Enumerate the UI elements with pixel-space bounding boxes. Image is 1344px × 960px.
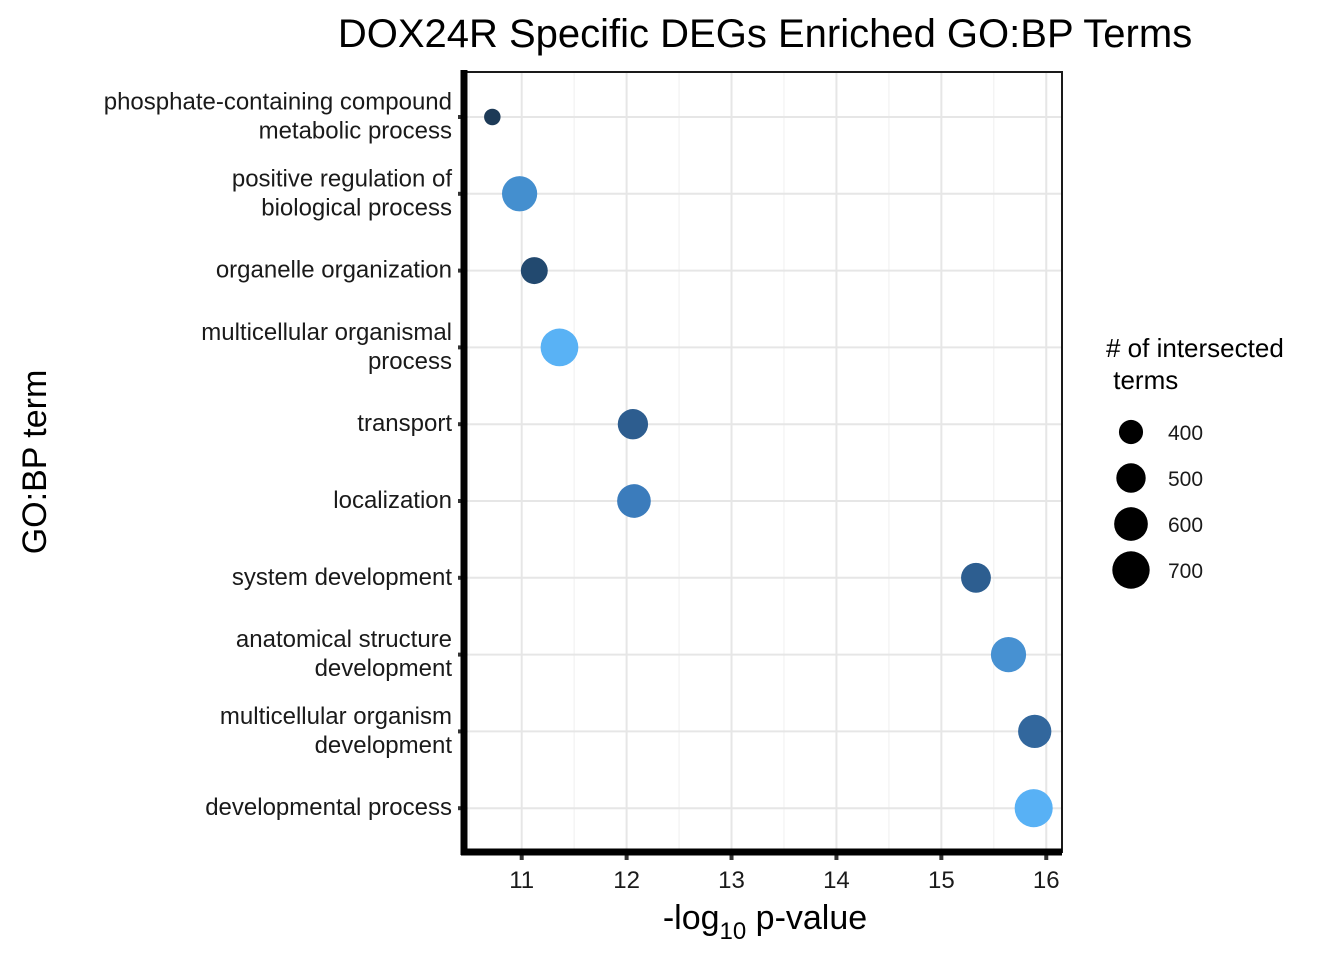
legend-entries: 400 500 600 700: [1112, 419, 1203, 589]
y-tick-label: transport: [357, 410, 452, 437]
x-axis-ticks: 11 12 13 14 15 16: [509, 852, 1060, 894]
x-axis-title-main: -log: [663, 899, 720, 937]
y-tick-label: process: [368, 348, 452, 375]
legend-label: 500: [1168, 468, 1203, 491]
data-point: [990, 636, 1027, 673]
x-tick-label: 15: [928, 867, 955, 894]
data-point: [617, 484, 651, 518]
y-tick-label: development: [315, 655, 453, 682]
y-tick-label: positive regulation of: [232, 165, 452, 192]
y-tick-label: system development: [232, 564, 452, 591]
legend-label: 400: [1168, 422, 1203, 445]
y-tick-label: multicellular organism: [220, 703, 452, 730]
legend-key: [1112, 551, 1150, 589]
chart-title: DOX24R Specific DEGs Enriched GO:BP Term…: [338, 12, 1192, 56]
y-tick-label: multicellular organismal: [201, 319, 452, 346]
x-axis-title-rest: p-value: [746, 899, 867, 937]
y-tick-label: phosphate-containing compound: [104, 89, 452, 116]
y-tick-label: developmental process: [205, 794, 452, 821]
legend-key: [1118, 419, 1144, 445]
legend-title-line-1: # of intersected: [1106, 333, 1284, 363]
legend-label: 600: [1168, 514, 1203, 537]
y-tick-label: organelle organization: [216, 257, 452, 284]
legend-key: [1114, 507, 1148, 541]
grid: [464, 72, 1062, 852]
legend-key: [1116, 463, 1146, 493]
x-tick-label: 12: [613, 867, 640, 894]
legend: # of intersected terms 400 500 600 700: [1106, 333, 1284, 589]
y-tick-label: development: [315, 732, 453, 759]
x-axis-title-subscript: 10: [720, 918, 747, 945]
y-tick-label: anatomical structure: [236, 626, 452, 653]
y-axis-title: GO:BP term: [16, 370, 54, 555]
data-point: [617, 409, 649, 440]
data-point: [961, 562, 991, 593]
data-point: [1014, 789, 1053, 828]
panel-border: [462, 71, 1063, 853]
x-tick-label: 11: [509, 867, 534, 894]
x-tick-label: 13: [718, 867, 745, 894]
legend-title-line-2: terms: [1106, 365, 1178, 395]
data-point: [540, 328, 579, 367]
data-point: [501, 176, 538, 212]
x-tick-label: 14: [823, 867, 850, 894]
data-point: [520, 257, 548, 285]
x-tick-label: 16: [1033, 867, 1060, 894]
legend-label: 700: [1168, 560, 1203, 583]
y-tick-label: metabolic process: [259, 118, 452, 145]
x-axis-title: -log10 p-value: [663, 899, 867, 945]
y-tick-label: localization: [333, 487, 452, 514]
data-point: [484, 108, 501, 126]
data-points: [484, 108, 1053, 828]
y-tick-label: biological process: [261, 194, 452, 221]
data-point: [1018, 714, 1052, 749]
